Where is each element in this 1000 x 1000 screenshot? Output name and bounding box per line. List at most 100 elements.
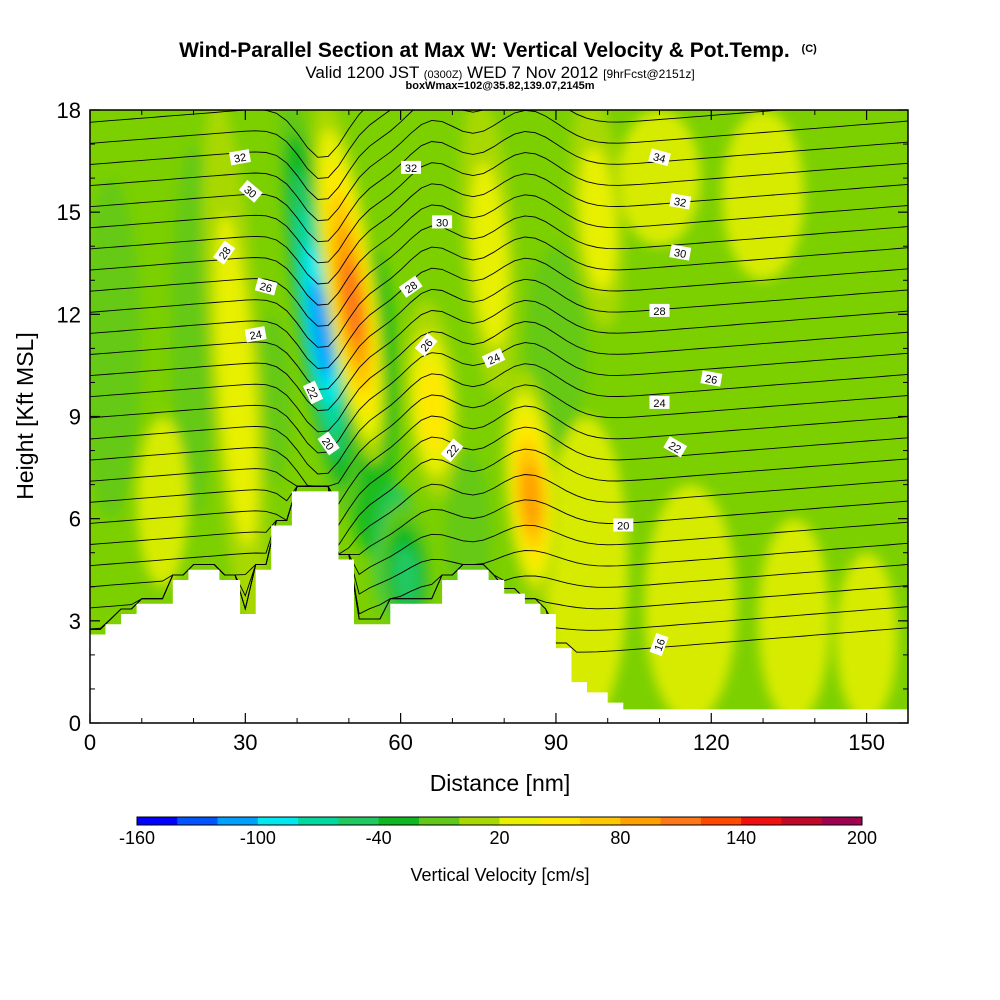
chart-title: Wind-Parallel Section at Max W: Vertical… <box>179 39 817 62</box>
contour-label: 22 <box>302 380 324 405</box>
colorbar-swatch <box>499 817 541 825</box>
contour-label: 24 <box>481 348 506 369</box>
theta-contour-line <box>90 152 908 264</box>
contour-label-text: 20 <box>617 521 629 533</box>
theta-contour-line <box>90 405 908 505</box>
contour-label-bg <box>440 438 464 463</box>
contour-label-bg <box>700 370 723 387</box>
colorbar-swatch <box>660 817 702 825</box>
colorbar-swatch <box>539 817 581 825</box>
field-patch <box>136 416 189 587</box>
contour-label-text: 22 <box>304 385 320 401</box>
y-tick-label: 9 <box>69 405 81 430</box>
colorbar-tick-label: 20 <box>489 828 509 848</box>
colorbar-tick-label: -40 <box>366 828 392 848</box>
contour-label-bg <box>398 275 423 298</box>
contour-label-text: 24 <box>249 329 263 343</box>
colorbar-tick-label: -160 <box>119 828 155 848</box>
theta-contour-line <box>90 299 908 412</box>
colorbar-swatch <box>418 817 460 825</box>
contour-label: 32 <box>401 160 421 175</box>
colorbar-swatch <box>257 817 299 825</box>
contour-label-text: 22 <box>666 440 683 457</box>
theta-contour-line <box>90 278 908 390</box>
contour-label-text: 32 <box>405 163 417 175</box>
contour-label-bg <box>213 240 236 265</box>
theta-contour-line <box>90 215 908 327</box>
contour-label-bg <box>244 326 267 343</box>
colorbar-swatch <box>137 817 178 825</box>
colorbar-swatch <box>781 817 823 825</box>
subtitle-valid: Valid 1200 JST <box>305 63 419 82</box>
field-patch <box>835 552 898 723</box>
theta-contour-line <box>90 110 908 222</box>
contour-label-text: 28 <box>403 279 420 296</box>
contour-label: 26 <box>700 370 723 387</box>
contour-label-text: 34 <box>652 151 667 166</box>
colorbar-swatch <box>217 817 259 825</box>
contour-label-bg <box>481 348 506 369</box>
contour-label-bg <box>302 380 324 405</box>
colorbar-swatch <box>177 817 219 825</box>
theta-contour-line <box>90 485 908 567</box>
contour-label-text: 26 <box>258 281 273 296</box>
field-patch <box>545 416 629 723</box>
velocity-cell <box>340 256 363 346</box>
chart-subtitle: Valid 1200 JST (0300Z) WED 7 Nov 2012 [9… <box>305 63 694 82</box>
contour-label: 22 <box>663 436 688 458</box>
field-patch <box>90 178 142 519</box>
contour-label-bg <box>649 632 669 657</box>
velocity-cell <box>520 463 542 531</box>
contour-label: 32 <box>229 149 251 166</box>
y-tick-label: 12 <box>57 302 81 327</box>
contour-label: 28 <box>213 240 236 265</box>
contour-label-text: 28 <box>217 245 234 262</box>
contour-label-text: 26 <box>704 373 718 387</box>
colorbar-tick-label: 80 <box>610 828 630 848</box>
colorbar-swatch <box>700 817 742 825</box>
contour-label-text: 20 <box>319 436 336 453</box>
theta-contour-line <box>90 426 908 527</box>
x-tick-label: 60 <box>388 730 412 755</box>
velocity-field <box>90 110 898 723</box>
contour-label: 24 <box>244 326 267 343</box>
contour-label: 30 <box>669 244 692 261</box>
contour-label: 24 <box>649 395 670 410</box>
contour-label: 30 <box>432 215 453 229</box>
theta-contour-line <box>90 363 908 475</box>
theta-contour-line <box>90 474 908 556</box>
velocity-cell <box>418 363 447 453</box>
axes: 0 30 60 90 120 150 0 3 6 9 12 15 18 <box>57 98 908 755</box>
contour-label-bg <box>414 332 438 357</box>
field-patch <box>721 110 805 281</box>
contour-label-text: 32 <box>673 196 687 210</box>
theta-contour-line <box>90 110 365 158</box>
x-tick-label: 90 <box>544 730 568 755</box>
x-tick-label: 0 <box>84 730 96 755</box>
contour-label-bg <box>649 395 670 409</box>
velocity-cell <box>309 278 333 381</box>
contour-label: 32 <box>669 193 692 210</box>
contour-label-text: 28 <box>653 306 665 318</box>
colorbar: -160 -100 -40 20 80 140 200 <box>119 816 877 848</box>
subtitle-date: WED 7 Nov 2012 <box>467 63 598 82</box>
contour-label: 34 <box>648 148 671 167</box>
contour-label-text: 32 <box>233 152 247 166</box>
colorbar-label: Vertical Velocity [cm/s] <box>410 865 589 885</box>
contour-label: 16 <box>649 632 669 657</box>
x-tick-label: 120 <box>693 730 730 755</box>
contour-label-text: 30 <box>673 247 687 261</box>
colorbar-tick-label: 140 <box>726 828 756 848</box>
theta-contour-line <box>90 236 908 348</box>
contour-label-text: 24 <box>486 351 502 367</box>
velocity-cell <box>215 214 258 547</box>
y-tick-label: 15 <box>57 200 81 225</box>
theta-contour-line <box>90 131 908 243</box>
title-unit: (C) <box>802 43 818 55</box>
colorbar-tick-label: 200 <box>847 828 877 848</box>
colorbar-swatch <box>378 817 420 825</box>
contour-label-bg <box>649 303 670 317</box>
colorbar-swatch <box>459 817 500 825</box>
